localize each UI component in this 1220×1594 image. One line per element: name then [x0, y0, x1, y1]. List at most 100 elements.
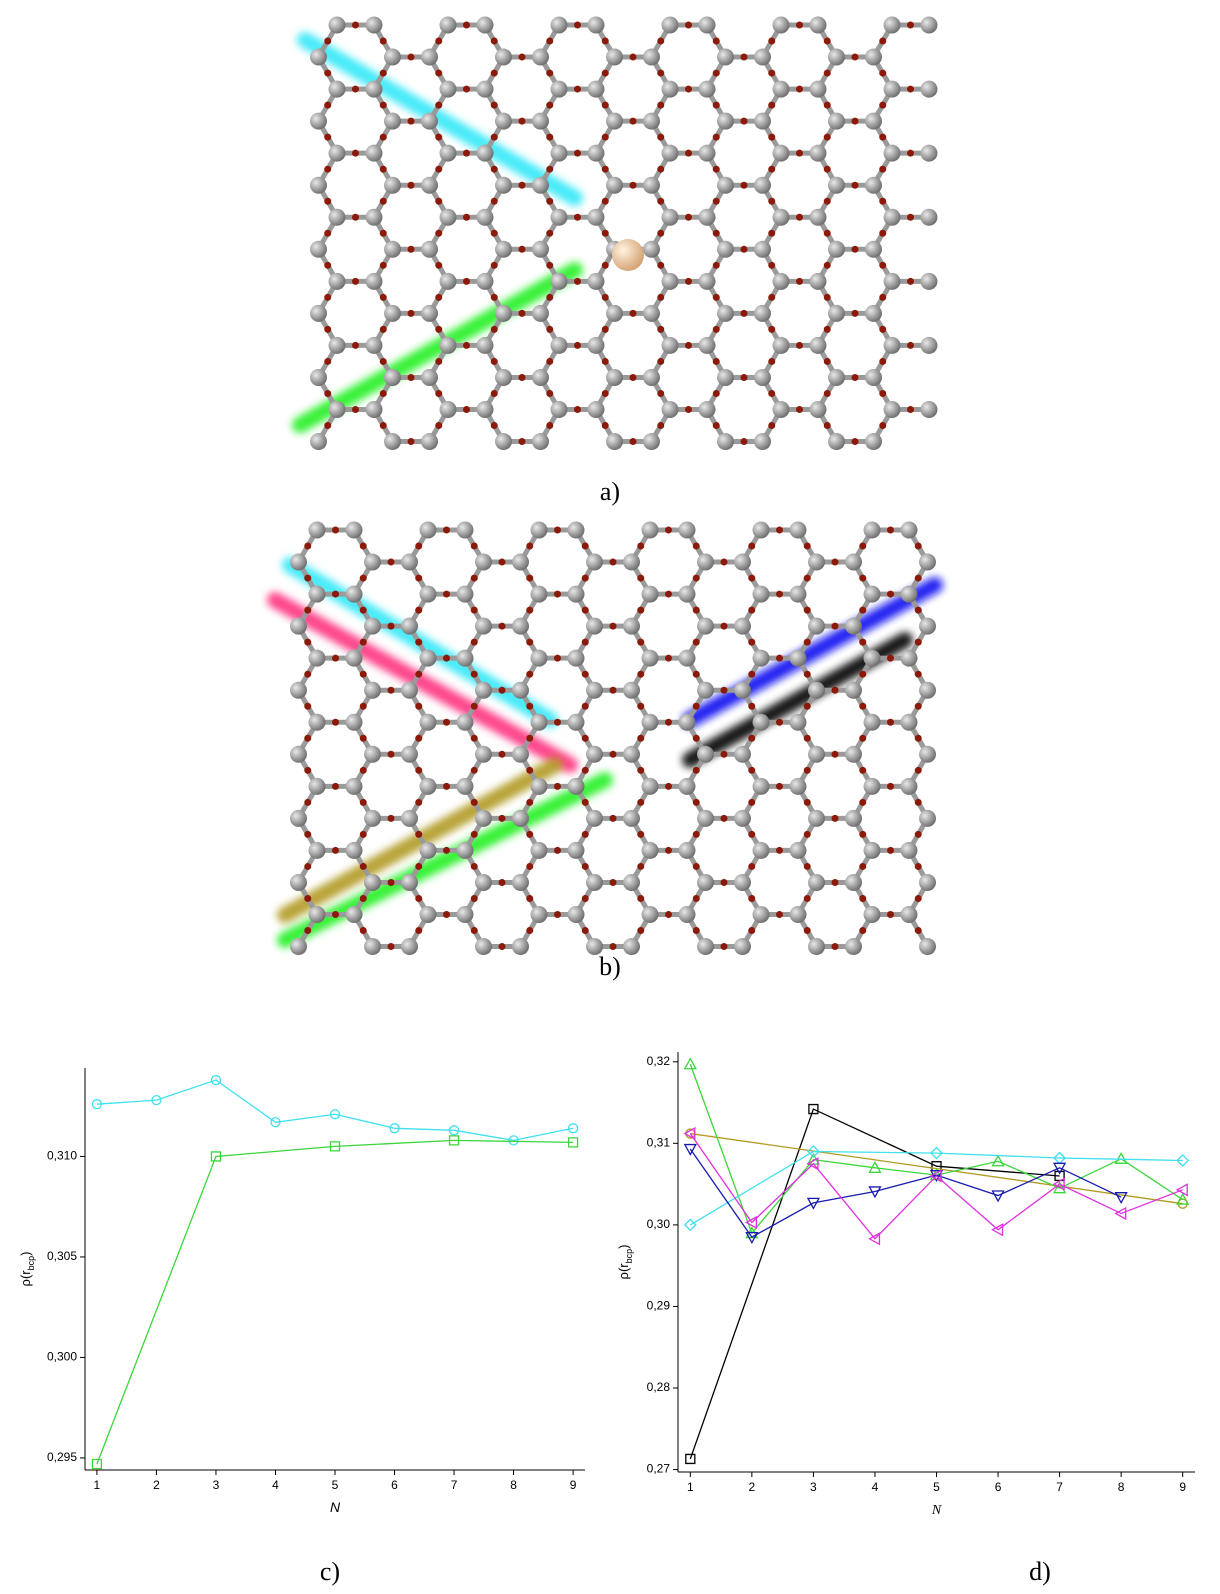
atom	[773, 145, 790, 162]
bond-point	[435, 230, 442, 237]
atom	[346, 842, 363, 859]
bond-point	[852, 54, 859, 61]
atom	[773, 209, 790, 226]
bond-point	[526, 927, 533, 934]
bond-point	[630, 438, 637, 445]
caption: b)	[599, 952, 621, 981]
bond-point	[332, 783, 339, 790]
bond-point	[804, 831, 811, 838]
bond-point	[491, 230, 498, 237]
x-tick-label: 9	[1179, 1480, 1186, 1494]
bond-point	[435, 198, 442, 205]
atom	[440, 145, 457, 162]
bond-point	[637, 863, 644, 870]
bond-point	[748, 831, 755, 838]
atom	[346, 906, 363, 923]
bond-point	[907, 86, 914, 93]
bond-point	[907, 342, 914, 349]
atom	[329, 81, 346, 98]
series-line	[690, 1134, 1182, 1239]
data-point	[685, 1059, 696, 1069]
atom	[551, 17, 568, 34]
bond-point	[471, 639, 478, 646]
bond-point	[471, 799, 478, 806]
atom	[808, 874, 825, 891]
atom	[532, 49, 549, 66]
atom	[329, 337, 346, 354]
bond-point	[443, 783, 450, 790]
atom	[679, 842, 696, 859]
bond-point	[776, 655, 783, 662]
atom	[754, 177, 771, 194]
bond-point	[415, 543, 422, 550]
atom	[606, 305, 623, 322]
atom	[642, 778, 659, 795]
atom	[366, 401, 383, 418]
bond-point	[741, 246, 748, 253]
bond-point	[832, 559, 839, 566]
bond-point	[915, 927, 922, 934]
atom	[717, 113, 734, 130]
bond-point	[665, 911, 672, 918]
bond-point	[824, 134, 831, 141]
bond-point	[637, 671, 644, 678]
bond-point	[907, 22, 914, 29]
atom	[309, 586, 326, 603]
atom	[532, 113, 549, 130]
atom	[366, 145, 383, 162]
bond-point	[859, 671, 866, 678]
atom	[384, 433, 401, 450]
atom	[477, 273, 494, 290]
atom	[420, 906, 437, 923]
atom	[921, 337, 938, 354]
bond-point	[768, 198, 775, 205]
atom	[440, 273, 457, 290]
bond-point	[332, 591, 339, 598]
atom	[309, 906, 326, 923]
bond-point	[443, 847, 450, 854]
bond-point	[546, 198, 553, 205]
atom	[457, 522, 474, 539]
bond-point	[852, 374, 859, 381]
atom	[531, 778, 548, 795]
bond-point	[582, 831, 589, 838]
bond-point	[879, 358, 886, 365]
bond-point	[380, 38, 387, 45]
atom	[477, 81, 494, 98]
atom	[457, 714, 474, 731]
atom	[290, 874, 307, 891]
atom	[532, 177, 549, 194]
bond-point	[602, 134, 609, 141]
bond-point	[332, 527, 339, 534]
bond-point	[665, 783, 672, 790]
atom	[366, 81, 383, 98]
atom	[662, 145, 679, 162]
atom	[679, 906, 696, 923]
bond-point	[582, 671, 589, 678]
atom	[290, 618, 307, 635]
bond-point	[610, 623, 617, 630]
x-axis-label: N	[931, 1503, 942, 1518]
atom	[440, 209, 457, 226]
bond-point	[602, 262, 609, 269]
atom	[753, 586, 770, 603]
bond-point	[832, 943, 839, 950]
bond-point	[824, 166, 831, 173]
bond-point	[435, 134, 442, 141]
bond-point	[768, 166, 775, 173]
atom	[421, 241, 438, 258]
atom	[697, 938, 714, 955]
bond-point	[768, 422, 775, 429]
bond-point	[915, 639, 922, 646]
atom	[329, 17, 346, 34]
x-tick-label: 7	[1056, 1480, 1063, 1494]
bond-point	[499, 687, 506, 694]
bond-point	[519, 374, 526, 381]
bond-point	[332, 719, 339, 726]
atom	[754, 433, 771, 450]
bond-point	[879, 198, 886, 205]
bond-point	[879, 294, 886, 301]
bond-point	[887, 655, 894, 662]
atom	[734, 682, 751, 699]
atom	[828, 241, 845, 258]
